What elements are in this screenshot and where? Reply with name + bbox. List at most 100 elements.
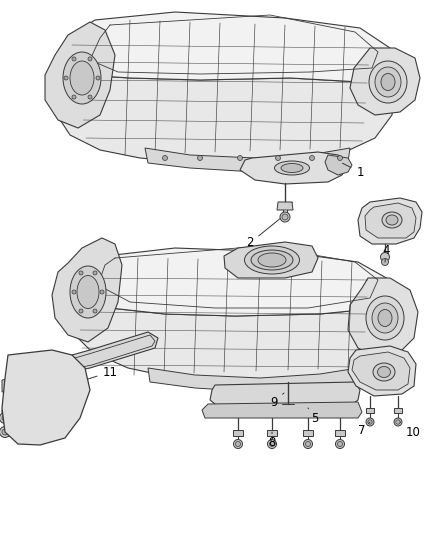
Ellipse shape (372, 303, 398, 333)
Circle shape (72, 95, 76, 99)
Polygon shape (68, 248, 392, 316)
Circle shape (88, 95, 92, 99)
Polygon shape (2, 414, 8, 422)
Circle shape (21, 368, 35, 382)
Polygon shape (2, 350, 90, 445)
Circle shape (49, 424, 61, 436)
Circle shape (381, 253, 389, 262)
Polygon shape (366, 408, 374, 413)
Ellipse shape (70, 61, 94, 95)
Circle shape (93, 309, 97, 313)
Circle shape (0, 426, 11, 438)
Polygon shape (365, 203, 416, 238)
Circle shape (2, 429, 8, 435)
Circle shape (396, 420, 400, 424)
Polygon shape (148, 368, 358, 392)
Ellipse shape (63, 52, 101, 104)
Polygon shape (240, 152, 348, 184)
Circle shape (0, 413, 11, 424)
Text: 5: 5 (308, 408, 319, 424)
Polygon shape (348, 346, 416, 396)
Circle shape (162, 156, 167, 160)
Polygon shape (303, 430, 313, 436)
Polygon shape (224, 242, 318, 278)
Polygon shape (325, 155, 352, 175)
Polygon shape (145, 148, 350, 172)
Text: 9: 9 (270, 393, 284, 408)
Polygon shape (358, 198, 422, 244)
Circle shape (305, 441, 311, 447)
Polygon shape (348, 278, 418, 358)
Circle shape (366, 418, 374, 426)
Circle shape (304, 440, 312, 448)
Circle shape (100, 290, 104, 294)
Circle shape (338, 156, 343, 160)
Circle shape (72, 290, 76, 294)
Text: 12: 12 (25, 425, 64, 439)
Circle shape (93, 271, 97, 275)
Ellipse shape (366, 296, 404, 340)
Circle shape (79, 309, 83, 313)
Circle shape (336, 440, 345, 448)
Circle shape (280, 212, 290, 222)
Ellipse shape (378, 310, 392, 327)
Polygon shape (202, 402, 362, 418)
Polygon shape (52, 238, 122, 342)
Polygon shape (2, 378, 12, 392)
Polygon shape (352, 352, 410, 390)
Circle shape (237, 156, 243, 160)
Polygon shape (210, 382, 360, 408)
Ellipse shape (373, 363, 395, 381)
Circle shape (368, 420, 372, 424)
Text: 10: 10 (400, 422, 420, 439)
Text: 3: 3 (397, 204, 412, 216)
Circle shape (2, 415, 8, 421)
Ellipse shape (382, 212, 402, 228)
Circle shape (236, 441, 240, 447)
Circle shape (282, 214, 288, 220)
Circle shape (24, 371, 32, 379)
Ellipse shape (251, 250, 293, 270)
Ellipse shape (258, 253, 286, 267)
Polygon shape (2, 408, 10, 422)
Text: 1: 1 (343, 163, 364, 179)
Polygon shape (233, 430, 243, 436)
Ellipse shape (281, 164, 303, 173)
Text: 11: 11 (88, 366, 117, 379)
Ellipse shape (386, 215, 398, 225)
Circle shape (198, 156, 202, 160)
Text: 8: 8 (268, 432, 276, 449)
Circle shape (268, 440, 276, 448)
Circle shape (310, 156, 314, 160)
Circle shape (64, 76, 68, 80)
Circle shape (394, 418, 402, 426)
Polygon shape (267, 430, 277, 436)
Ellipse shape (378, 367, 391, 377)
Polygon shape (45, 22, 115, 128)
Circle shape (52, 426, 59, 433)
Ellipse shape (375, 67, 401, 97)
Polygon shape (2, 428, 8, 436)
Polygon shape (65, 278, 400, 382)
Ellipse shape (275, 161, 310, 175)
Circle shape (338, 441, 343, 447)
Text: 7: 7 (358, 422, 370, 437)
Polygon shape (335, 430, 345, 436)
Ellipse shape (244, 246, 300, 274)
Polygon shape (350, 48, 420, 115)
Polygon shape (65, 12, 390, 82)
Polygon shape (72, 332, 158, 370)
Circle shape (96, 76, 100, 80)
Circle shape (276, 156, 280, 160)
Ellipse shape (77, 276, 99, 309)
Circle shape (381, 259, 389, 265)
Circle shape (72, 57, 76, 61)
Text: 6: 6 (383, 345, 396, 360)
Polygon shape (394, 408, 402, 413)
Circle shape (88, 57, 92, 61)
Ellipse shape (369, 61, 407, 103)
Polygon shape (55, 55, 395, 162)
Ellipse shape (70, 266, 106, 318)
Text: 2: 2 (246, 219, 280, 249)
Circle shape (79, 271, 83, 275)
